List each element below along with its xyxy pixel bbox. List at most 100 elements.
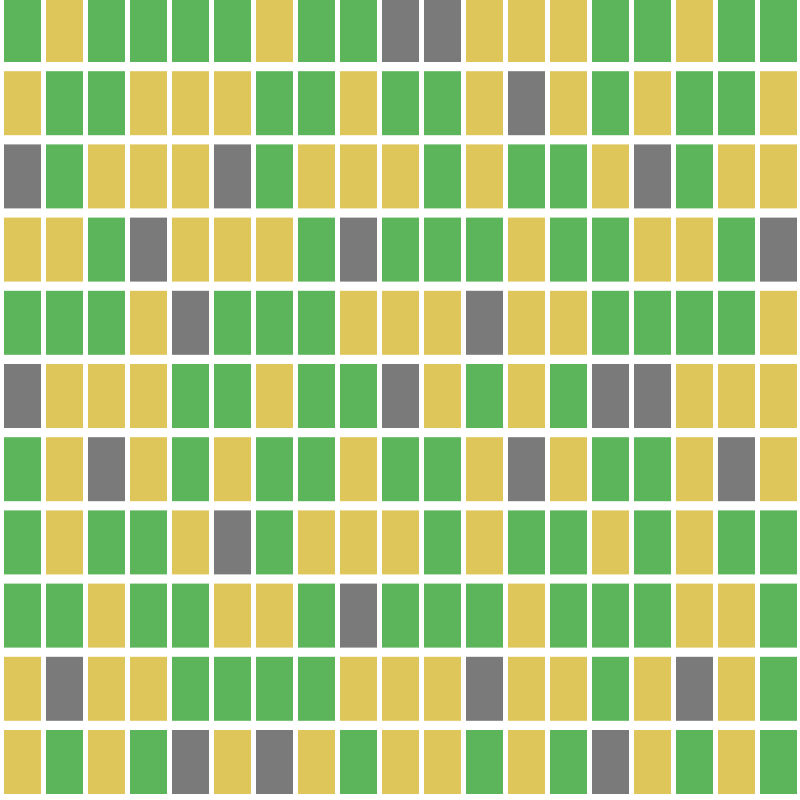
tile [298,583,335,648]
tile [634,0,671,62]
tile [676,437,713,502]
tile [340,730,377,794]
tile [550,71,587,136]
tile [4,730,41,794]
tile [508,583,545,648]
tile [718,437,755,502]
tile [508,0,545,62]
tile [466,583,503,648]
tile [88,730,125,794]
tile [634,510,671,575]
tile [172,364,209,428]
tile [550,144,587,209]
tile [634,364,671,428]
tile [382,144,419,209]
tile [340,290,377,355]
tile [214,583,251,648]
tile [424,364,461,428]
tile [382,730,419,794]
tile [46,656,83,721]
tile [718,730,755,794]
tile [550,0,587,62]
tile [4,144,41,209]
tile [550,290,587,355]
tile [4,290,41,355]
tile [634,144,671,209]
tile [718,71,755,136]
tile [634,217,671,282]
tile [676,730,713,794]
tile [466,217,503,282]
tile [340,364,377,428]
tile [634,437,671,502]
tile [88,144,125,209]
tile [508,364,545,428]
tile [4,583,41,648]
tile [424,71,461,136]
tile [550,510,587,575]
tile [634,290,671,355]
tile [592,217,629,282]
tile [760,656,797,721]
tile [214,144,251,209]
tile [592,510,629,575]
tile [88,656,125,721]
tile [550,656,587,721]
tile [466,71,503,136]
tile [508,437,545,502]
tile [550,217,587,282]
tile [130,510,167,575]
tile [340,144,377,209]
tile [172,437,209,502]
tile [676,217,713,282]
tile [298,510,335,575]
tile [256,217,293,282]
tile [592,583,629,648]
tile [46,437,83,502]
tile [718,656,755,721]
tile [46,71,83,136]
tile [298,437,335,502]
tile [4,364,41,428]
tile [718,144,755,209]
tile [718,0,755,62]
tile [634,583,671,648]
tile [676,71,713,136]
tile [466,0,503,62]
tile [676,0,713,62]
tile [466,290,503,355]
tile [424,217,461,282]
tile [214,730,251,794]
tile [592,437,629,502]
tile [4,510,41,575]
tile [508,217,545,282]
tile [4,656,41,721]
tile [592,656,629,721]
tile [466,364,503,428]
tile [340,217,377,282]
tile [592,730,629,794]
tile [340,71,377,136]
tile [508,144,545,209]
tile [592,290,629,355]
tile [4,437,41,502]
tile [718,290,755,355]
tile [88,217,125,282]
tile [172,290,209,355]
tile [130,583,167,648]
tile [88,510,125,575]
tile [172,730,209,794]
tile [172,656,209,721]
tile [424,290,461,355]
tile [130,656,167,721]
tile [298,290,335,355]
tile [88,0,125,62]
tile [424,437,461,502]
tile [718,510,755,575]
tile [130,730,167,794]
tile [592,364,629,428]
tile [46,144,83,209]
tile [88,290,125,355]
tile [256,71,293,136]
